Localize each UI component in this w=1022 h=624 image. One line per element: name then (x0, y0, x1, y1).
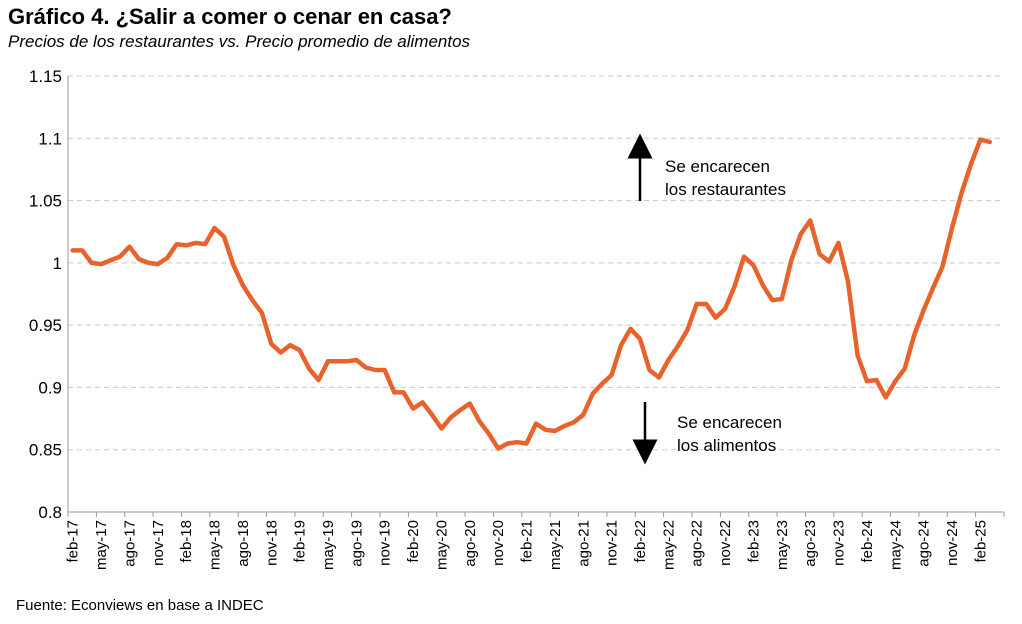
x-tick-label: feb-20 (405, 520, 422, 563)
x-tick-label: ago-17 (121, 520, 138, 567)
x-tick-label: feb-18 (178, 520, 195, 563)
x-tick-label: may-19 (320, 520, 337, 570)
x-tick-label: ago-24 (916, 520, 933, 567)
annotation-up-line1: Se encarecen (665, 157, 770, 176)
source-note: Fuente: Econviews en base a INDEC (16, 597, 264, 614)
x-tick-label: nov-21 (604, 520, 621, 566)
x-tick-label: nov-24 (944, 520, 961, 566)
x-tick-label: feb-24 (859, 520, 876, 563)
x-tick-label: ago-21 (575, 520, 592, 567)
x-tick-label: may-20 (433, 520, 450, 570)
x-tick-label: feb-25 (972, 520, 989, 563)
y-tick-label: 1.1 (38, 129, 62, 148)
y-tick-label: 1 (53, 254, 62, 273)
x-tick-label: nov-18 (263, 520, 280, 566)
chart-title: Gráfico 4. ¿Salir a comer o cenar en cas… (8, 4, 452, 29)
series-line (70, 137, 993, 451)
y-tick-label: 1.15 (29, 67, 62, 86)
x-tick-label: nov-22 (717, 520, 734, 566)
x-tick-label: ago-22 (689, 520, 706, 567)
x-tick-label: nov-17 (150, 520, 167, 566)
x-tick-label: may-24 (887, 520, 904, 570)
annotation-up-line2: los restaurantes (665, 180, 786, 199)
x-tick-label: may-21 (547, 520, 564, 570)
x-tick-label: ago-20 (462, 520, 479, 567)
y-tick-label: 0.85 (29, 441, 62, 460)
chart-subtitle: Precios de los restaurantes vs. Precio p… (8, 32, 471, 51)
x-tick-label: feb-23 (745, 520, 762, 563)
y-tick-label: 0.95 (29, 316, 62, 335)
y-tick-label: 1.05 (29, 192, 62, 211)
x-tick-label: may-22 (660, 520, 677, 570)
x-tick-label: nov-20 (490, 520, 507, 566)
y-tick-label: 0.9 (38, 378, 62, 397)
x-tick-label: nov-19 (377, 520, 394, 566)
x-tick-label: ago-18 (235, 520, 252, 567)
x-tick-label: feb-21 (519, 520, 536, 563)
x-tick-label: ago-19 (348, 520, 365, 567)
x-tick-label: may-18 (207, 520, 224, 570)
x-tick-label: may-23 (774, 520, 791, 570)
annotation-down-line1: Se encarecen (677, 413, 782, 432)
annotation-down-line2: los alimentos (677, 436, 776, 455)
x-tick-label: feb-17 (65, 520, 82, 563)
x-tick-label: feb-22 (632, 520, 649, 563)
x-tick-label: feb-19 (292, 520, 309, 563)
y-tick-label: 0.8 (38, 503, 62, 522)
x-tick-label: may-17 (93, 520, 110, 570)
x-tick-label: nov-23 (831, 520, 848, 566)
x-tick-label: ago-23 (802, 520, 819, 567)
